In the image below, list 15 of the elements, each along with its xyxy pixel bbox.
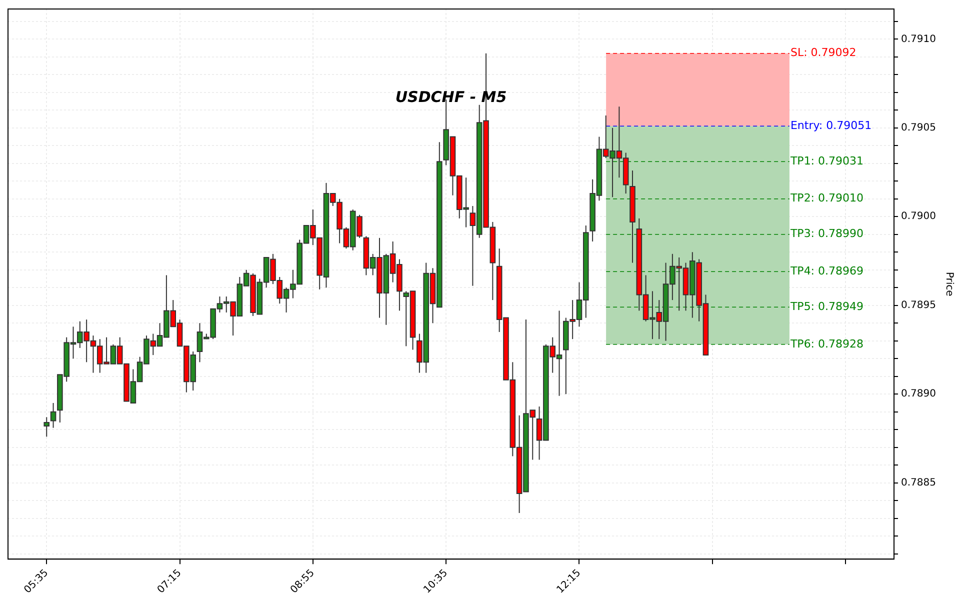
ref-line-label: TP3: 0.78990	[789, 227, 864, 240]
ref-line-label: TP6: 0.78928	[789, 337, 864, 350]
ref-line-label: Entry: 0.79051	[790, 118, 872, 132]
y-tick-label: 0.7895	[901, 300, 936, 311]
y-tick-label: 0.7890	[901, 388, 936, 400]
ref-line-label: TP1: 0.79031	[789, 154, 864, 168]
ref-line-label: TP5: 0.78949	[789, 300, 864, 313]
y-axis-title: Price	[943, 272, 954, 296]
ref-line-label: TP4: 0.78969	[789, 264, 864, 278]
y-tick-label: 0.7910	[901, 34, 936, 45]
ref-line-label: SL: 0.79092	[790, 46, 856, 60]
ref-line-label: TP2: 0.79010	[789, 192, 864, 205]
y-tick-label: 0.7900	[901, 211, 936, 222]
y-tick-label: 0.7905	[901, 122, 936, 134]
y-tick-label: 0.7885	[901, 477, 936, 488]
